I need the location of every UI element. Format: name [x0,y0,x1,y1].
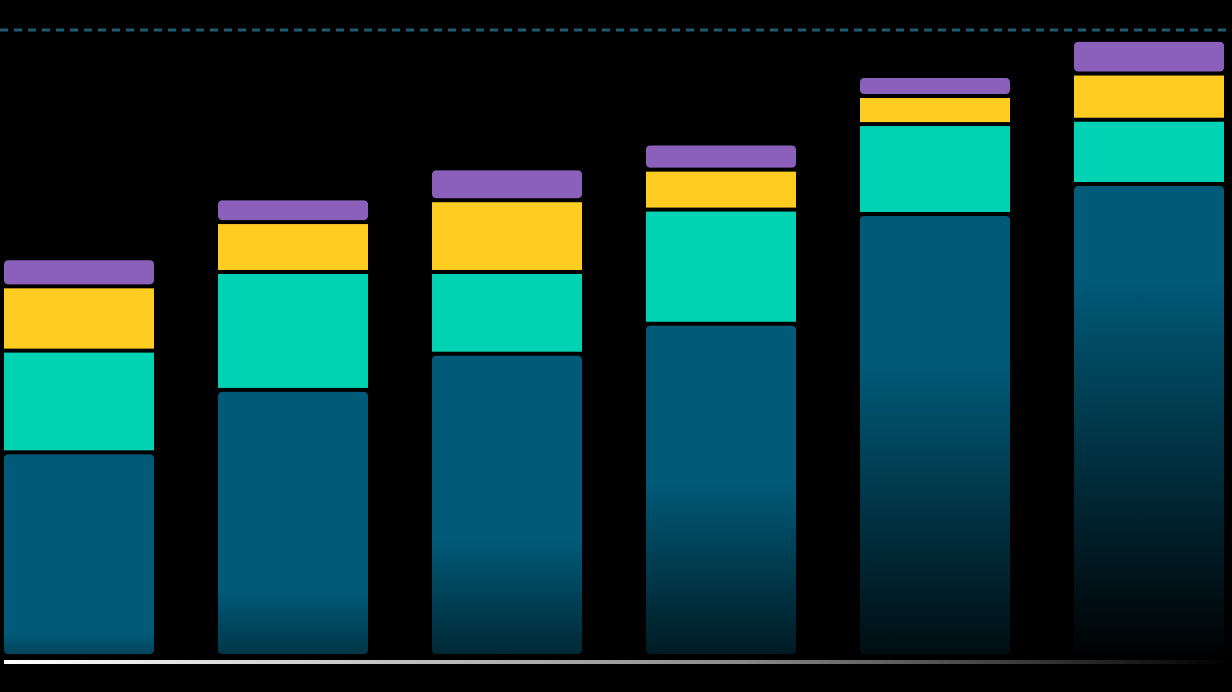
bar-segment [432,273,582,352]
bar-segment [860,215,1010,654]
bar-segment [218,224,368,270]
bar-segment [218,391,368,654]
bar-segment [860,126,1010,212]
bar-segment [1074,75,1224,118]
bar-segment [432,202,582,270]
baseline [4,660,1228,664]
bar-segment [646,325,796,654]
bar-segment [860,78,1010,95]
bar-segment [1074,121,1224,182]
bar-segment [1074,186,1224,654]
bar-segment [4,288,154,349]
bar-segment [646,171,796,208]
bar-segment [4,352,154,451]
bar-segment [1074,41,1224,72]
bar-segment [646,211,796,322]
bar-segment [218,200,368,221]
bar-segment [860,98,1010,123]
bar-segment [646,145,796,168]
bar-segment [4,260,154,285]
bar-segment [4,454,154,654]
bar-segment [432,170,582,199]
bar-segment [218,273,368,388]
bar-segment [432,355,582,654]
